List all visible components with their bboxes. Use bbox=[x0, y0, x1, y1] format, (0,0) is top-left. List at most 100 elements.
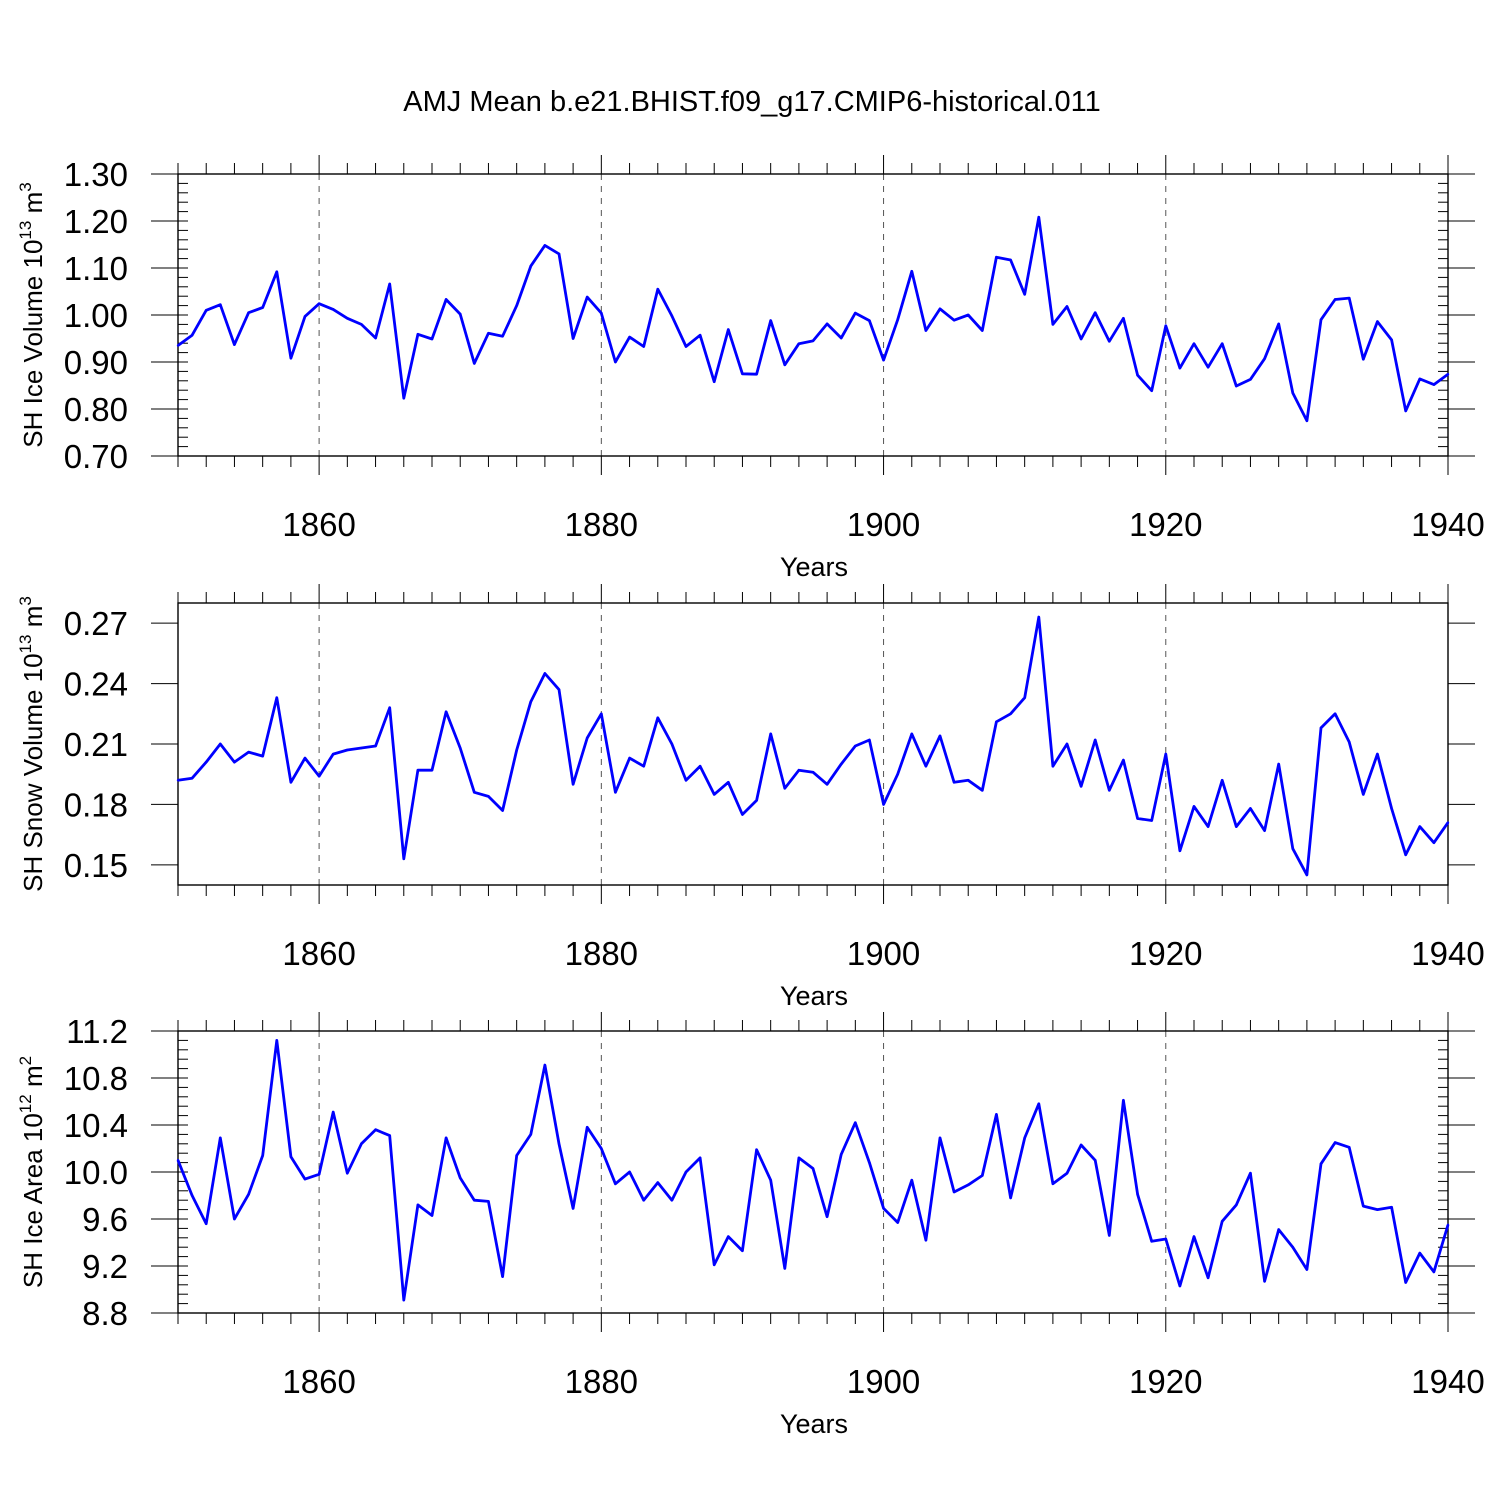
panel-2-point-1851 bbox=[190, 777, 194, 780]
panel-3-point-1912 bbox=[1051, 1182, 1055, 1185]
panel-1-xtick-label-1860: 1860 bbox=[282, 506, 355, 543]
panel-3-point-1904 bbox=[938, 1136, 942, 1140]
panel-3-point-1862 bbox=[346, 1171, 349, 1175]
panel-1-point-1883 bbox=[642, 345, 645, 348]
panel-2-xtick-label-1900: 1900 bbox=[847, 935, 920, 972]
panel-3-xtick-label-1860: 1860 bbox=[282, 1363, 355, 1400]
panel-2-point-1860 bbox=[317, 775, 321, 778]
panel-3-point-1883 bbox=[642, 1199, 645, 1202]
panel-2-point-1924 bbox=[1221, 779, 1224, 782]
panel-3-ytick-label-10.8: 10.8 bbox=[64, 1060, 128, 1097]
panel-2-ytick-label-0.21: 0.21 bbox=[64, 726, 128, 763]
panel-3-point-1859 bbox=[303, 1177, 307, 1181]
panel-2-yaxis-label-text: SH Snow Volume 10 bbox=[18, 653, 48, 891]
panel-3-point-1873 bbox=[501, 1275, 504, 1278]
panel-3-point-1889 bbox=[727, 1235, 730, 1238]
panel-3-point-1905 bbox=[952, 1190, 956, 1194]
panel-2-point-1875 bbox=[529, 700, 532, 703]
panel-1-point-1887 bbox=[698, 334, 702, 337]
panel-3-point-1892 bbox=[769, 1179, 772, 1182]
panel-3-point-1939 bbox=[1432, 1270, 1436, 1274]
panel-3-point-1936 bbox=[1390, 1206, 1393, 1209]
panel-1-point-1915 bbox=[1094, 311, 1097, 314]
panel-3-point-1908 bbox=[995, 1113, 998, 1116]
panel-1-ytick-label-1.10: 1.10 bbox=[64, 250, 128, 287]
panel-3-xtick-label-1880: 1880 bbox=[565, 1363, 638, 1400]
panel-1-point-1881 bbox=[614, 360, 617, 364]
panel-1-point-1918 bbox=[1136, 373, 1139, 377]
panel-2-yaxis-label-exponent: 13 bbox=[16, 634, 35, 653]
panel-3-point-1876 bbox=[543, 1063, 547, 1067]
panel-2-point-1892 bbox=[769, 732, 772, 736]
panel-1-point-1896 bbox=[825, 322, 829, 326]
panel-1-xtick-label-1940: 1940 bbox=[1411, 506, 1484, 543]
panel-1-point-1891 bbox=[755, 373, 758, 376]
panel-2-yaxis-label-unit: m bbox=[18, 606, 48, 635]
panel-1-point-1855 bbox=[247, 311, 250, 314]
panel-2-point-1877 bbox=[557, 688, 561, 691]
panel-3-point-1877 bbox=[557, 1142, 561, 1146]
panel-2-point-1906 bbox=[967, 779, 970, 782]
panel-1-point-1893 bbox=[783, 363, 786, 367]
panel-3-point-1878 bbox=[571, 1207, 575, 1210]
panel-2-point-1891 bbox=[755, 799, 758, 802]
panel-3-point-1918 bbox=[1136, 1193, 1139, 1196]
panel-1-xtick-label-1880: 1880 bbox=[565, 506, 638, 543]
panel-2-point-1898 bbox=[854, 744, 857, 748]
panel-1-point-1861 bbox=[332, 308, 335, 311]
panel-3-point-1897 bbox=[840, 1153, 843, 1156]
panel-2-point-1855 bbox=[247, 750, 250, 754]
panel-3-point-1874 bbox=[515, 1154, 518, 1157]
panel-1-point-1873 bbox=[501, 334, 504, 338]
panel-3-xaxis-label: Years bbox=[780, 1409, 848, 1439]
panel-3-point-1907 bbox=[981, 1174, 984, 1177]
panel-1-point-1904 bbox=[938, 307, 942, 311]
panel-1-point-1903 bbox=[924, 329, 928, 332]
panel-3-point-1853 bbox=[219, 1136, 222, 1140]
panel-2-point-1874 bbox=[515, 748, 518, 752]
panel-1-point-1878 bbox=[571, 337, 575, 340]
panel-2-xtick-label-1860: 1860 bbox=[282, 935, 355, 972]
panel-2-point-1869 bbox=[444, 710, 448, 713]
panel-3-xtick-label-1940: 1940 bbox=[1411, 1363, 1484, 1400]
panel-3-point-1926 bbox=[1249, 1171, 1252, 1175]
panel-1-point-1894 bbox=[797, 342, 801, 345]
panel-3-ytick-label-10.0: 10.0 bbox=[64, 1154, 128, 1191]
panel-2-point-1885 bbox=[670, 742, 674, 746]
panel-3-point-1880 bbox=[600, 1147, 603, 1150]
panel-1-point-1852 bbox=[205, 309, 208, 312]
panel-2-point-1940 bbox=[1446, 821, 1450, 824]
panel-2-point-1909 bbox=[1009, 712, 1012, 715]
panel-3-point-1909 bbox=[1009, 1196, 1012, 1200]
panel-3-point-1850 bbox=[176, 1159, 180, 1162]
panel-3-point-1917 bbox=[1122, 1099, 1125, 1102]
panel-3-point-1861 bbox=[332, 1110, 335, 1114]
panel-2-point-1867 bbox=[416, 768, 420, 772]
panel-1-point-1850 bbox=[176, 344, 180, 347]
panel-2-xtick-label-1880: 1880 bbox=[565, 935, 638, 972]
panel-1-point-1923 bbox=[1206, 365, 1210, 369]
panel-3-point-1902 bbox=[910, 1179, 913, 1182]
panel-2-point-1900 bbox=[882, 803, 885, 806]
panel-3-point-1891 bbox=[755, 1148, 758, 1151]
panel-1-point-1857 bbox=[275, 270, 278, 273]
panel-1-point-1868 bbox=[430, 337, 434, 341]
panel-2-point-1918 bbox=[1136, 817, 1139, 820]
panel-1-point-1901 bbox=[896, 318, 899, 321]
panel-2-point-1910 bbox=[1023, 696, 1026, 699]
panel-2-point-1882 bbox=[628, 756, 631, 760]
panel-1-point-1921 bbox=[1178, 366, 1182, 370]
panel-3-point-1940 bbox=[1446, 1223, 1450, 1227]
panel-3-point-1865 bbox=[388, 1134, 391, 1137]
panel-3-point-1858 bbox=[289, 1155, 293, 1158]
panel-3-point-1910 bbox=[1023, 1136, 1026, 1140]
panel-2-point-1866 bbox=[402, 857, 405, 861]
panel-3-ytick-label-8.8: 8.8 bbox=[82, 1295, 128, 1332]
panel-1-point-1853 bbox=[219, 303, 222, 306]
panel-1-point-1925 bbox=[1235, 384, 1238, 388]
panel-1-point-1899 bbox=[868, 319, 871, 322]
panel-1-point-1875 bbox=[529, 264, 532, 268]
panel-3-point-1881 bbox=[614, 1182, 617, 1185]
panel-1-point-1856 bbox=[261, 306, 264, 309]
